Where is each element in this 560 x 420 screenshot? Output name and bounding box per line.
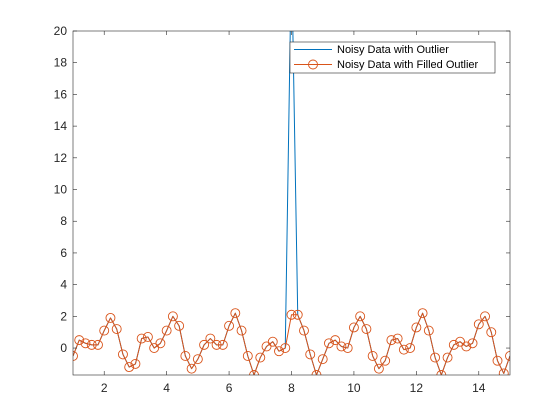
series-1-point — [392, 333, 403, 344]
series-1-point — [230, 308, 241, 319]
series-1-point — [292, 309, 303, 320]
series-1-point — [436, 370, 447, 375]
series-1-point — [373, 363, 384, 374]
series-1-point — [386, 335, 397, 346]
series-1-point — [423, 325, 434, 336]
series-1-point — [405, 343, 416, 353]
legend-label-outlier: Noisy Data with Outlier — [337, 44, 449, 56]
y-tick-label: 4 — [60, 278, 67, 292]
series-1-point — [455, 336, 466, 347]
series-1-point — [442, 352, 453, 363]
y-tick-label: 2 — [60, 309, 67, 323]
series-1-point — [473, 319, 484, 330]
series-1-point — [361, 324, 372, 334]
series-1-point — [330, 335, 341, 346]
series-1-point — [461, 341, 472, 352]
series-1-point — [74, 335, 85, 346]
series-1-point — [467, 338, 478, 349]
series-1-point — [342, 343, 353, 353]
series-1-point — [336, 341, 347, 352]
x-tick-label: 6 — [226, 381, 233, 395]
series-1-point — [167, 311, 178, 322]
legend-box — [289, 41, 496, 74]
series-1-point — [136, 333, 147, 344]
series-1-point — [199, 339, 210, 350]
series-1-point — [73, 351, 78, 361]
y-tick-label: 14 — [54, 119, 68, 133]
series-1-point — [261, 341, 272, 352]
series-1-point — [411, 322, 422, 333]
series-1-point — [155, 338, 166, 349]
legend: Noisy Data with Outlier Noisy Data with … — [289, 41, 496, 74]
x-tick-label: 4 — [163, 381, 170, 395]
series-1-point — [274, 346, 284, 357]
series-1-point — [180, 351, 191, 361]
y-tick-label: 0 — [60, 341, 67, 355]
x-tick-label: 2 — [101, 381, 108, 395]
series-1-point — [380, 355, 391, 366]
y-tick-label: 20 — [54, 24, 68, 38]
x-tick-label: 10 — [347, 381, 361, 395]
series-1-point — [111, 324, 122, 334]
series-1-point — [192, 354, 203, 365]
y-tick-label: 16 — [54, 87, 68, 101]
series-1-point — [311, 370, 322, 375]
series-1-point — [355, 311, 366, 322]
legend-marker-filled — [308, 59, 318, 70]
series-1-point — [480, 311, 490, 322]
series-1-point — [242, 351, 253, 361]
series-1-point — [217, 339, 228, 350]
series-1-point — [305, 349, 316, 360]
series-1-point — [255, 352, 266, 363]
x-tick-label: 12 — [410, 381, 424, 395]
series-1-point — [142, 332, 153, 342]
y-tick-label: 18 — [54, 56, 68, 70]
series-1-point — [430, 352, 441, 363]
series-1-point — [105, 312, 116, 323]
axes-layer: 2 4 6 8 10 12 14 0 2 4 6 8 10 12 14 16 18 20 — [54, 24, 511, 395]
series-1-point — [124, 362, 135, 373]
series-1-point — [236, 325, 247, 336]
series-1-point — [211, 339, 222, 350]
series-1-point — [299, 325, 309, 336]
series-1-point — [417, 308, 428, 319]
series-1-point — [149, 343, 160, 353]
y-tick-label: 12 — [54, 151, 68, 165]
series-1-point — [174, 320, 185, 331]
series-1-point — [267, 336, 278, 347]
series-1-point — [286, 309, 297, 320]
x-tick-label: 14 — [472, 381, 486, 395]
series-1-point — [249, 370, 259, 375]
series-1-point — [224, 320, 235, 331]
series-1-point — [80, 338, 91, 349]
series-layer — [73, 31, 510, 375]
series-1-point — [324, 338, 334, 349]
series-1-point — [492, 355, 503, 366]
plot-area — [73, 31, 510, 375]
x-tick-label: 8 — [288, 381, 295, 395]
series-1-point — [93, 339, 103, 350]
y-tick-label: 6 — [60, 246, 67, 260]
series-1-point — [486, 327, 497, 338]
series-1-point — [448, 339, 459, 350]
legend-label-filled: Noisy Data with Filled Outlier — [337, 59, 479, 71]
series-1-point — [317, 354, 328, 365]
y-tick-label: 8 — [60, 214, 67, 228]
series-1-point — [186, 363, 197, 374]
series-1-point — [130, 358, 141, 369]
series-1-point — [367, 351, 378, 361]
series-1-point — [505, 351, 510, 361]
series-1-point — [348, 322, 359, 333]
series-1-point — [498, 368, 509, 375]
series-1-point — [205, 333, 216, 344]
series-1-point — [280, 343, 291, 353]
y-tick-label: 10 — [54, 183, 68, 197]
series-1-point — [398, 344, 409, 355]
series-1-point — [86, 339, 97, 350]
series-1-point — [161, 325, 172, 336]
series-1-point — [99, 325, 110, 336]
series-1-point — [117, 349, 128, 360]
